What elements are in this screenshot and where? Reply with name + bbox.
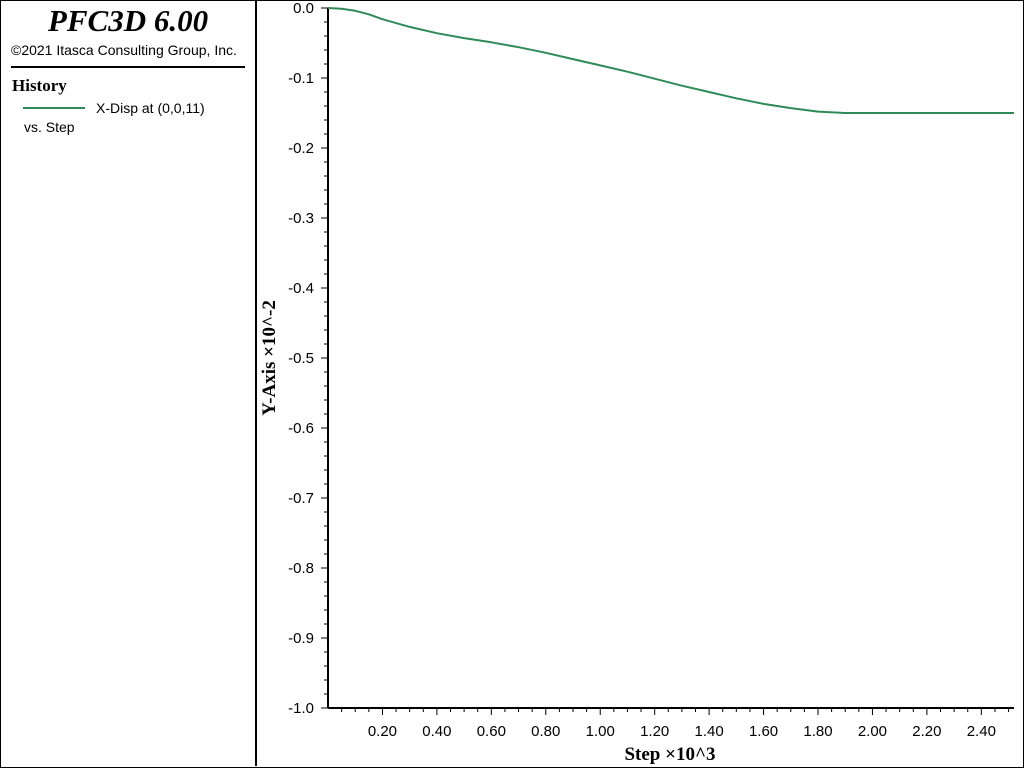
y-tick-label: -0.4 (288, 280, 314, 297)
x-tick-label: 0.60 (477, 723, 506, 740)
y-tick-label: -0.3 (288, 210, 314, 227)
y-tick-label: -0.7 (288, 490, 314, 507)
y-tick-label: -0.6 (288, 420, 314, 437)
x-tick-label: 0.40 (422, 723, 451, 740)
legend-panel: PFC3D 6.00 ©2021 Itasca Consulting Group… (1, 1, 257, 766)
legend-section-title: History (12, 76, 67, 95)
y-axis-title: Y-Axis ×10^-2 (259, 300, 280, 416)
legend-swatch-x-disp (23, 107, 85, 109)
x-tick-label: 2.00 (858, 723, 887, 740)
x-axis-title: Step ×10^3 (624, 744, 715, 765)
y-tick-label: 0.0 (293, 0, 314, 17)
x-tick-label: 2.20 (912, 723, 941, 740)
y-tick-label: -0.2 (288, 140, 314, 157)
x-tick-label: 1.00 (586, 723, 615, 740)
x-tick-label: 2.40 (967, 723, 996, 740)
y-tick-label: -1.0 (288, 700, 314, 717)
x-tick-label: 0.20 (368, 723, 397, 740)
x-tick-label: 0.80 (531, 723, 560, 740)
series-line-x-disp (327, 7, 1014, 114)
y-tick-label: -0.8 (288, 560, 314, 577)
legend-vs-label: vs. Step (24, 119, 75, 135)
y-tick-label: -0.1 (288, 70, 314, 87)
x-tick-label: 1.80 (803, 723, 832, 740)
x-tick-label: 1.20 (640, 723, 669, 740)
x-tick-label: 1.40 (695, 723, 724, 740)
app-title: PFC3D 6.00 (47, 3, 209, 38)
copyright-text: ©2021 Itasca Consulting Group, Inc. (11, 42, 237, 58)
x-tick-label: 1.60 (749, 723, 778, 740)
y-tick-label: -0.9 (288, 630, 314, 647)
legend-label-x-disp: X-Disp at (0,0,11) (96, 100, 205, 116)
y-tick-label: -0.5 (288, 350, 314, 367)
legend-separator (11, 66, 245, 68)
